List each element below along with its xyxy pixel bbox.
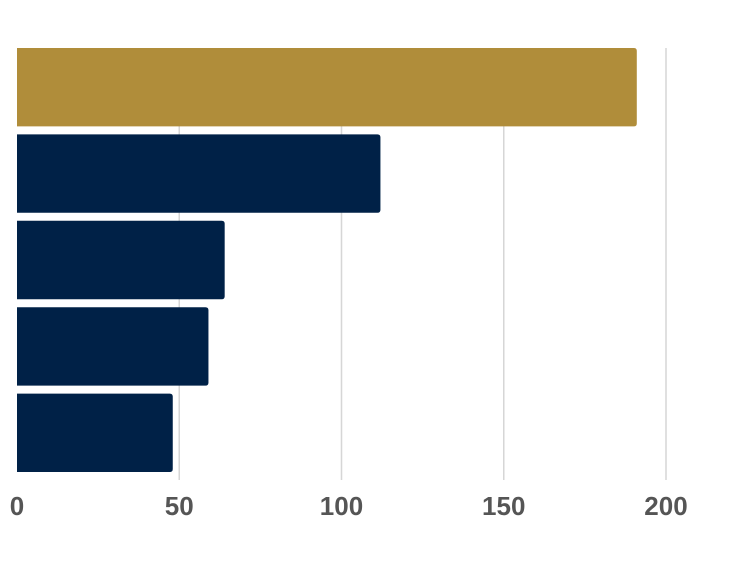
x-tick-label-150: 150 [482, 491, 525, 521]
x-tick-label-200: 200 [644, 491, 687, 521]
bar-5 [17, 393, 173, 472]
x-tick-label-100: 100 [320, 491, 363, 521]
bar-3 [17, 220, 225, 300]
bar-2 [17, 134, 381, 213]
x-tick-label-0: 0 [10, 491, 24, 521]
bars [17, 48, 637, 472]
x-axis-tick-labels: 0 50 100 150 200 [10, 491, 688, 521]
x-tick-label-50: 50 [165, 491, 194, 521]
bar-1 [17, 48, 637, 127]
bar-4 [17, 307, 209, 386]
